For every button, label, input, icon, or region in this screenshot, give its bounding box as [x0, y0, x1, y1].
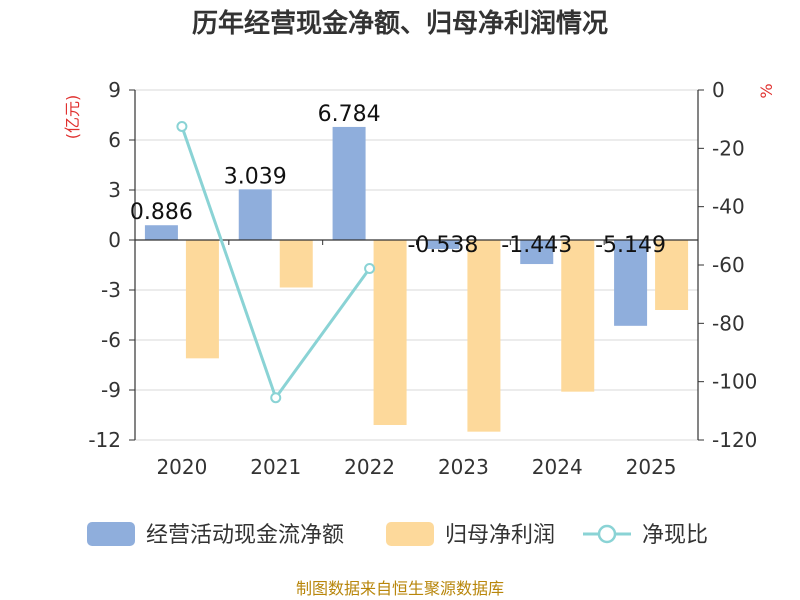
left-tick-label: -12 [88, 428, 121, 452]
legend[interactable]: 经营活动现金流净额 归母净利润 净现比 [87, 522, 708, 548]
left-tick-label: 6 [108, 128, 121, 152]
left-tick-label: 0 [108, 228, 121, 252]
net-profit-bar[interactable] [373, 240, 407, 425]
ratio-line [176, 120, 376, 404]
grid-lines [135, 89, 698, 441]
x-tick-label: 2020 [156, 455, 207, 479]
net-profit-bar[interactable] [467, 240, 501, 432]
cash-flow-bar[interactable] [614, 240, 648, 326]
axes [129, 89, 704, 441]
cash-flow-bar[interactable] [520, 240, 554, 265]
legend-ratio-label[interactable]: 净现比 [642, 523, 708, 548]
right-tick-label: -60 [712, 253, 745, 277]
legend-cash-label[interactable]: 经营活动现金流净额 [146, 523, 344, 548]
right-tick-label: -20 [712, 136, 745, 160]
bars [144, 126, 689, 432]
right-tick-label: -40 [712, 195, 745, 219]
ratio-point[interactable] [364, 263, 376, 274]
x-tick-label: 2024 [532, 455, 583, 479]
left-tick-label: 9 [108, 78, 121, 102]
data-labels: 0.886 3.039 6.784 -0.538 -1.443 -5.149 [130, 102, 666, 258]
cash-flow-bar[interactable] [238, 189, 272, 240]
cash-flow-value-label: -1.443 [501, 233, 572, 258]
net-profit-bar[interactable] [655, 240, 689, 310]
net-profit-bar[interactable] [185, 240, 219, 359]
net-profit-bar[interactable] [279, 240, 313, 288]
x-tick-label: 2023 [438, 455, 489, 479]
ratio-point[interactable] [270, 392, 282, 404]
left-tick-label: -9 [101, 378, 121, 402]
ratio-point[interactable] [176, 120, 188, 132]
left-tick-label: 3 [108, 178, 121, 202]
right-tick-label: -80 [712, 311, 745, 335]
cash-flow-bar[interactable] [426, 240, 460, 249]
legend-profit-label[interactable]: 归母净利润 [445, 523, 555, 548]
cash-flow-value-label: 6.784 [318, 102, 381, 127]
legend-cash-swatch [87, 522, 135, 546]
left-tick-label: -6 [101, 328, 121, 352]
right-axis-unit: % [757, 83, 776, 98]
cash-flow-value-label: 3.039 [224, 164, 287, 189]
cash-flow-value-label: -5.149 [595, 233, 666, 258]
right-tick-label: 0 [712, 78, 725, 102]
cash-flow-bar[interactable] [332, 126, 366, 240]
cash-flow-value-label: 0.886 [130, 200, 193, 225]
legend-ratio-marker [597, 524, 617, 544]
x-tick-label: 2022 [344, 455, 395, 479]
right-tick-label: -100 [712, 370, 757, 394]
right-tick-label: -120 [712, 428, 757, 452]
chart-title: 历年经营现金净额、归母净利润情况 [192, 8, 608, 39]
left-tick-label: -3 [101, 278, 121, 302]
left-axis-unit: (亿元) [63, 95, 82, 140]
source-note: 制图数据来自恒生聚源数据库 [296, 579, 504, 598]
cash-flow-value-label: -0.538 [407, 233, 478, 258]
x-tick-label: 2025 [626, 455, 677, 479]
legend-profit-swatch [386, 522, 434, 546]
x-tick-label: 2021 [250, 455, 301, 479]
net-profit-bar[interactable] [561, 240, 595, 392]
cash-flow-bar[interactable] [144, 225, 178, 240]
